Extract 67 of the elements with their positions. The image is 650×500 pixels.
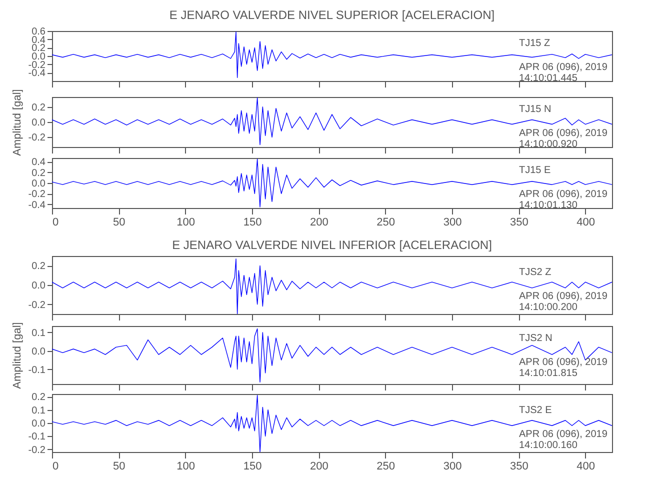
y-tick-label: -0.4 [28,200,46,211]
annotation: 14:10:01.130 [519,200,578,211]
y-tick-label: 0.2 [32,102,46,114]
y-tick-label: 0.1 [32,328,46,339]
annotation: TJS2 E [519,405,552,416]
line-series [52,328,612,383]
y-tick-label: 0.6 [32,26,46,38]
y-tick-label: 0.1 [32,405,46,416]
x-tick-label: 350 [510,460,528,472]
annotation: APR 06 (096), 2019 [519,189,608,200]
line-series [52,97,612,146]
x-tick-label: 100 [176,216,196,228]
y-tick-label: 0.0 [32,280,46,292]
y-tick-label: 0.0 [32,52,46,62]
x-tick-label: 0 [52,460,59,472]
annotation: APR 06 (096), 2019 [519,62,608,73]
x-tick-label: 0 [52,216,59,228]
y-tick-label: 0.0 [32,346,46,358]
y-axis-title: Amplitud [gal] [11,89,24,156]
annotation: APR 06 (096), 2019 [519,291,608,302]
line-series [52,394,612,452]
annotation: 14:10:00.920 [519,139,578,150]
x-tick-label: 50 [113,216,126,228]
x-tick-label: 400 [576,216,596,228]
y-tick-label: -0.2 [28,189,46,200]
y-tick-label: -0.2 [28,300,46,311]
annotation: APR 06 (096), 2019 [519,128,608,139]
y-tick-label: -0.2 [28,132,46,144]
line-series [52,158,612,208]
annotation: APR 06 (096), 2019 [519,429,608,440]
chart-title: E JENARO VALVERDE NIVEL SUPERIOR [ACELERACION] [169,8,495,22]
x-tick-label: 250 [376,216,396,228]
annotation: TJ15 N [519,104,552,115]
y-tick-label: 0.0 [32,118,46,128]
line-series [52,258,612,314]
x-tick-label: 150 [243,460,262,472]
y-tick-label: -0.2 [28,444,46,456]
annotation: APR 06 (096), 2019 [519,356,608,368]
x-tick-label: 300 [443,460,462,472]
x-tick-label: 250 [376,460,396,472]
x-tick-label: 400 [576,460,596,472]
x-tick-label: 300 [443,216,462,228]
annotation: 14:10:01.815 [519,368,578,379]
y-axis-title: Amplitud [gal] [11,322,24,389]
y-tick-label: 0.2 [32,392,46,404]
annotation: 14:10:00.160 [519,440,578,451]
annotation: TJ15 E [519,165,552,176]
x-tick-label: 200 [310,216,328,228]
y-tick-label: 0.0 [32,178,46,190]
y-tick-label: -0.4 [28,68,46,80]
x-tick-label: 350 [510,216,528,228]
y-tick-label: 0.4 [32,157,46,168]
y-tick-label: 0.0 [32,418,46,430]
x-tick-label: 50 [113,460,126,472]
annotation: 14:10:00.200 [519,302,578,313]
chart-title: E JENARO VALVERDE NIVEL INFERIOR [ACELERACION] [172,238,492,252]
x-tick-label: 100 [176,460,196,472]
annotation: 14:10:01.445 [519,73,578,84]
x-tick-label: 150 [243,216,262,228]
y-tick-label: -0.1 [28,432,46,443]
y-tick-label: -0.1 [28,364,46,376]
annotation: TJ15 Z [519,38,550,49]
y-tick-label: 0.2 [32,261,46,272]
annotation: TJS2 Z [519,267,552,278]
annotation: TJS2 N [519,332,552,344]
x-tick-label: 200 [310,460,328,472]
y-tick-label: 0.2 [32,168,46,179]
